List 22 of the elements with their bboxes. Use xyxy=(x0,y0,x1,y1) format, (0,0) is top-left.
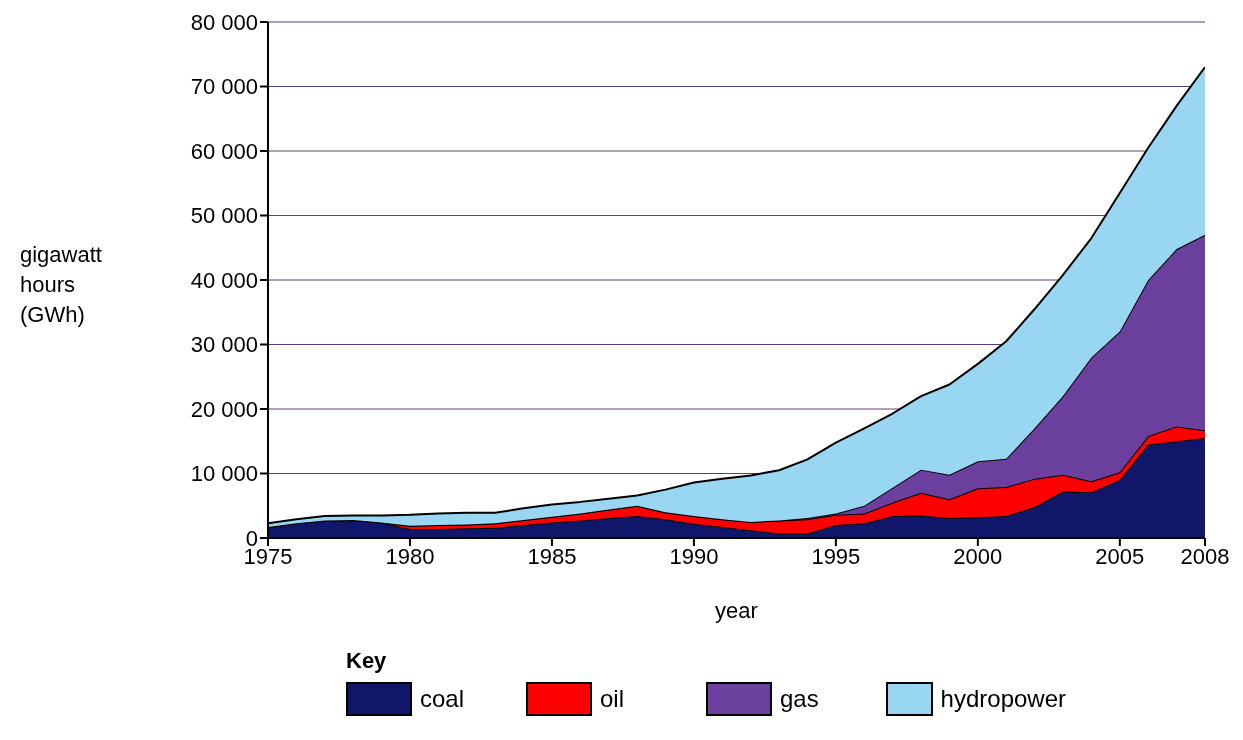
y-tick-label: 80 000 xyxy=(190,9,258,35)
y-tick-label: 40 000 xyxy=(190,267,258,293)
y-tick-label: 10 000 xyxy=(190,461,258,487)
y-tick-label: 60 000 xyxy=(190,138,258,164)
x-tick-label: 1995 xyxy=(811,543,861,569)
y-tick-label: 30 000 xyxy=(190,332,258,358)
x-tick-label: 1985 xyxy=(527,543,577,569)
y-tick-label: 50 000 xyxy=(190,203,258,229)
y-tick-label: 20 000 xyxy=(190,396,258,422)
legend-title: Key xyxy=(346,648,388,674)
legend-label: hydropower xyxy=(940,685,1066,713)
legend-label: gas xyxy=(780,685,819,713)
legend-label: coal xyxy=(420,685,465,713)
y-tick-label: 70 000 xyxy=(190,74,258,100)
x-tick-label: 2000 xyxy=(953,543,1003,569)
x-tick-label: 2008 xyxy=(1180,543,1230,569)
legend-label: oil xyxy=(600,685,625,713)
y-axis-title: gigawatt hours (GWh) xyxy=(20,241,102,329)
x-tick-label: 2005 xyxy=(1095,543,1145,569)
x-tick-label: 1980 xyxy=(385,543,435,569)
x-tick-label: 1990 xyxy=(669,543,719,569)
x-axis-title: year xyxy=(715,598,758,623)
